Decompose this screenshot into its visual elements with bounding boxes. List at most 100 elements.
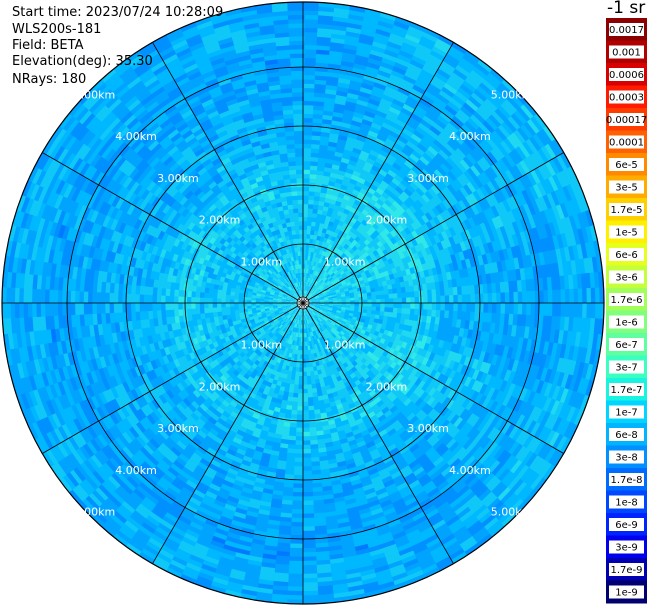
ppi-cell — [311, 312, 315, 317]
ppi-cell — [280, 281, 285, 286]
ppi-cell — [287, 320, 292, 326]
ppi-cell — [275, 287, 281, 292]
ppi-cell — [240, 318, 246, 324]
ppi-cell — [216, 298, 222, 303]
ppi-cell — [308, 323, 312, 329]
ppi-cell — [317, 311, 323, 316]
ppi-cell — [291, 313, 296, 318]
ppi-cell — [261, 287, 267, 291]
ppi-cell — [328, 305, 334, 308]
ppi-cell — [303, 246, 307, 252]
ppi-cell — [300, 276, 302, 282]
ppi-cell — [274, 280, 280, 286]
ppi-cell — [315, 266, 320, 272]
ppi-cell — [307, 259, 310, 265]
ppi-cell — [325, 279, 331, 285]
ppi-cell — [303, 237, 307, 243]
ppi-cell — [303, 216, 308, 222]
ppi-cell — [353, 291, 359, 296]
ppi-cell — [311, 305, 316, 308]
ppi-cell — [250, 302, 256, 306]
ppi-cell — [318, 294, 324, 297]
ppi-cell — [275, 273, 281, 279]
ppi-cell — [294, 371, 300, 377]
ppi-cell — [305, 272, 308, 278]
ppi-cell — [324, 305, 330, 308]
ppi-cell — [304, 341, 308, 347]
ppi-cell — [289, 311, 294, 316]
ppi-cell — [259, 308, 266, 313]
ppi-cell — [307, 319, 310, 325]
ppi-cell — [325, 313, 331, 318]
ppi-cell — [340, 293, 347, 298]
ppi-cell — [320, 264, 325, 270]
ppi-cell — [326, 289, 332, 293]
ppi-cell — [291, 340, 295, 346]
ppi-cell — [313, 292, 318, 296]
ppi-cell — [258, 283, 264, 288]
ppi-cell — [246, 299, 252, 303]
ppi-cell — [233, 302, 239, 307]
ppi-cell — [309, 273, 313, 279]
ppi-cell — [311, 273, 315, 279]
ppi-cell — [310, 327, 314, 333]
ppi-cell — [273, 310, 279, 314]
ppi-cell — [313, 310, 318, 315]
ppi-cell — [289, 300, 295, 303]
ppi-cell — [300, 315, 302, 321]
ppi-cell — [294, 292, 298, 297]
ppi-cell — [277, 316, 283, 321]
ppi-cell — [294, 286, 298, 292]
ppi-cell — [291, 366, 297, 372]
ppi-cell — [316, 365, 321, 371]
ppi-cell — [371, 295, 377, 300]
ppi-cell — [249, 282, 255, 288]
ppi-cell — [317, 277, 322, 283]
ppi-cell — [314, 378, 321, 385]
ppi-cell — [283, 263, 288, 269]
ppi-cell — [332, 309, 338, 313]
ppi-cell — [281, 298, 287, 301]
ppi-cell — [366, 313, 372, 318]
ppi-cell — [315, 261, 319, 267]
ppi-cell — [283, 317, 288, 322]
ppi-cell — [318, 309, 324, 313]
ppi-cell — [309, 294, 314, 298]
ppi-cell — [235, 316, 241, 321]
ppi-cell — [295, 314, 299, 320]
ppi-cell — [265, 313, 271, 318]
ppi-cell — [273, 282, 279, 287]
ppi-cell — [281, 306, 287, 309]
ppi-cell — [288, 315, 293, 321]
ppi-cell — [305, 255, 309, 261]
ppi-cell — [333, 303, 338, 305]
ppi-cell — [286, 281, 291, 287]
ppi-cell — [335, 288, 341, 293]
ppi-cell — [278, 324, 283, 329]
ppi-cell — [334, 315, 340, 320]
ppi-cell — [283, 328, 288, 334]
ppi-cell — [327, 331, 333, 337]
ppi-cell — [342, 283, 348, 288]
ppi-cell — [289, 316, 294, 322]
ppi-cell — [309, 327, 313, 333]
ppi-cell — [225, 310, 231, 316]
ppi-cell — [313, 310, 318, 314]
ppi-cell — [349, 292, 355, 296]
ppi-cell — [273, 309, 279, 313]
ppi-data-cells — [2, 2, 604, 604]
ppi-cell — [319, 346, 325, 352]
ppi-cell — [238, 295, 244, 300]
ppi-cell — [278, 283, 283, 288]
ppi-cell — [320, 300, 326, 303]
ppi-cell — [237, 299, 243, 303]
ppi-cell — [313, 260, 317, 267]
ppi-cell — [292, 233, 297, 240]
ppi-cell — [311, 278, 316, 284]
ppi-cell — [304, 311, 306, 317]
ppi-cell — [297, 388, 303, 394]
ppi-cell — [298, 341, 301, 347]
ppi-cell — [269, 310, 275, 314]
ppi-cell — [329, 316, 335, 321]
ppi-cell — [281, 297, 287, 300]
